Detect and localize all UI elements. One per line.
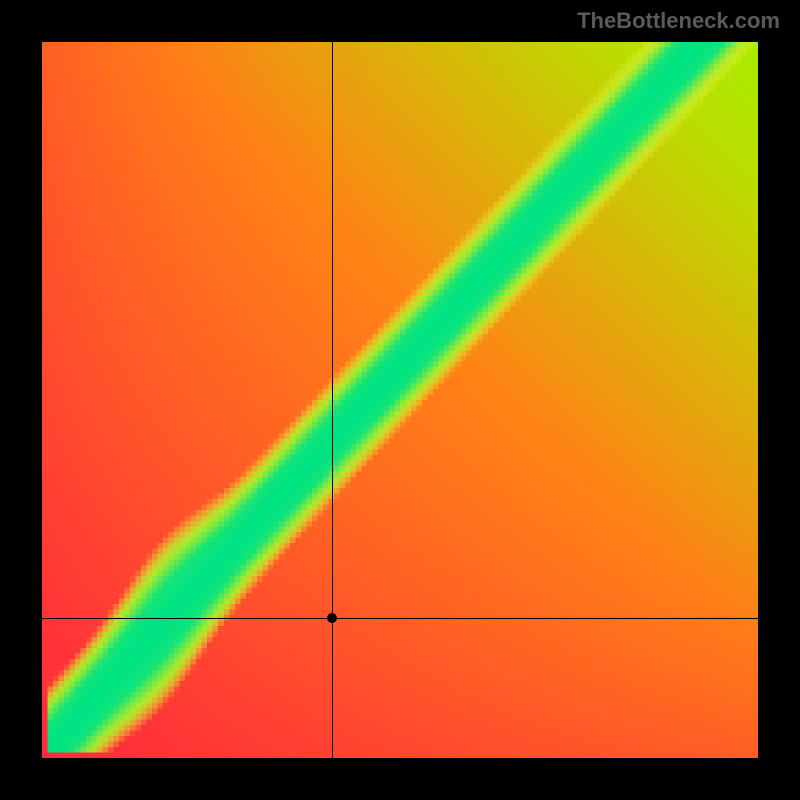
crosshair-vertical [332, 42, 333, 758]
crosshair-marker [327, 613, 337, 623]
bottleneck-heatmap [42, 42, 758, 758]
crosshair-horizontal [42, 618, 758, 619]
watermark-text: TheBottleneck.com [577, 8, 780, 34]
chart-container: TheBottleneck.com [0, 0, 800, 800]
